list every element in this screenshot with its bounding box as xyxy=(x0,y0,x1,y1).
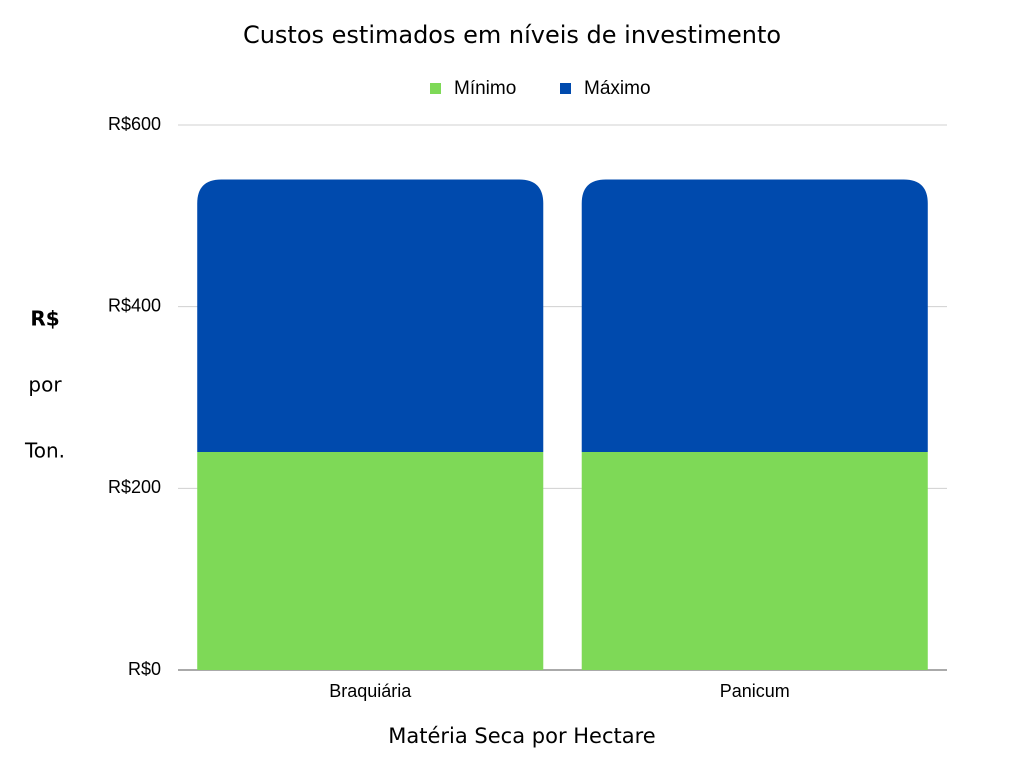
chart-title: Custos estimados em níveis de investimen… xyxy=(243,21,781,49)
y-axis-label: por xyxy=(28,373,62,397)
bar-segment xyxy=(197,179,544,452)
legend-swatch xyxy=(430,83,441,94)
legend-swatch xyxy=(560,83,571,94)
y-tick-label: R$200 xyxy=(108,477,161,497)
legend-label: Máximo xyxy=(584,78,651,99)
y-tick-label: R$0 xyxy=(128,659,161,679)
x-tick-label: Braquiária xyxy=(329,681,412,701)
bar-segment xyxy=(197,452,544,670)
y-tick-label: R$600 xyxy=(108,114,161,134)
y-axis-label: R$ xyxy=(30,307,59,331)
x-axis-label: Matéria Seca por Hectare xyxy=(388,724,655,748)
bar-segment xyxy=(581,179,928,452)
x-tick-label: Panicum xyxy=(720,681,790,701)
bar-segment xyxy=(581,452,928,670)
y-axis-label: Ton. xyxy=(24,439,65,463)
legend-label: Mínimo xyxy=(454,78,516,99)
y-tick-label: R$400 xyxy=(108,295,161,315)
